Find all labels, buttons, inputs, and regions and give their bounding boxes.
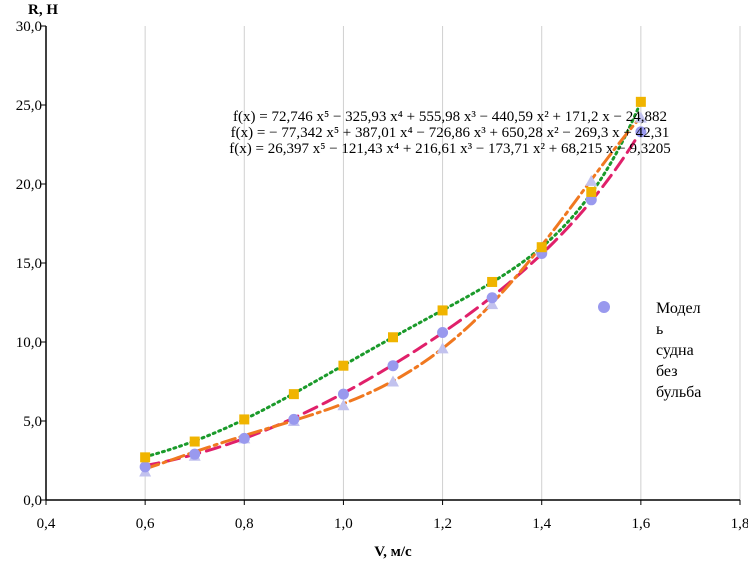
data-markers bbox=[139, 96, 647, 477]
series-2-point bbox=[585, 194, 597, 206]
series-2-point bbox=[387, 360, 399, 372]
x-tick-label: 1,0 bbox=[334, 516, 353, 532]
series-2-point bbox=[288, 413, 300, 425]
x-tick-label: 1,4 bbox=[532, 516, 551, 532]
series-1-point bbox=[388, 332, 398, 343]
legend-label: без bbox=[656, 363, 678, 380]
series-1-point bbox=[437, 305, 448, 316]
gridlines bbox=[144, 26, 741, 500]
legend-label: ь bbox=[656, 321, 663, 338]
series-1-point bbox=[487, 276, 498, 287]
series-1-point bbox=[189, 436, 200, 447]
legend-label: судна bbox=[656, 342, 694, 359]
series-3-point bbox=[387, 375, 399, 387]
y-tick-label: 5,0 bbox=[23, 414, 42, 430]
trend-equations: f(x) = 72,746 x⁵ − 325,93 x⁴ + 555,98 x³… bbox=[229, 109, 670, 157]
x-tick-label: 1,6 bbox=[631, 516, 650, 532]
series-3-point bbox=[436, 342, 449, 354]
tick-labels: 0,4 0,6 0,8 1,0 1,2 1,4 1,6 1,8 0,0 5,0 10,0 15,0 20… bbox=[16, 19, 748, 532]
x-tick-label: 0,6 bbox=[136, 516, 155, 532]
series-1-point bbox=[536, 242, 547, 253]
x-tick-label: 1,2 bbox=[433, 516, 452, 532]
series-1-point bbox=[239, 414, 250, 425]
series-3-point bbox=[486, 298, 499, 310]
legend-marker bbox=[598, 301, 610, 313]
series-1-point bbox=[586, 186, 597, 197]
y-tick-label: 20,0 bbox=[16, 177, 42, 193]
legend: Модел ь судна без бульба bbox=[598, 300, 701, 401]
series-2-point bbox=[189, 448, 201, 460]
equation-3: f(x) = 26,397 x⁵ − 121,43 x⁴ + 216,61 x³… bbox=[229, 141, 670, 157]
trendline-series-2 bbox=[143, 129, 643, 468]
y-tick-label: 15,0 bbox=[16, 256, 42, 272]
equation-1: f(x) = 72,746 x⁵ − 325,93 x⁴ + 555,98 x³… bbox=[233, 109, 667, 125]
x-axis-title: V, м/с bbox=[374, 544, 412, 560]
trendline-series-3 bbox=[143, 115, 643, 471]
y-tick-label: 0,0 bbox=[23, 493, 42, 509]
y-tick-label: 30,0 bbox=[16, 19, 42, 35]
series-1-point bbox=[140, 452, 151, 463]
series-2-point bbox=[486, 292, 498, 304]
equation-2: f(x) = − 77,342 x⁵ + 387,01 x⁴ − 726,86 … bbox=[231, 125, 670, 141]
series-2-point bbox=[238, 432, 250, 444]
x-tick-label: 0,8 bbox=[235, 516, 254, 532]
series-2-point bbox=[337, 388, 349, 400]
y-axis-title: R, Н bbox=[28, 2, 58, 18]
x-tick-label: 1,8 bbox=[731, 516, 748, 532]
x-tick-label: 0,4 bbox=[37, 516, 56, 532]
y-tick-label: 25,0 bbox=[16, 98, 42, 114]
series-3-point bbox=[337, 399, 350, 411]
series-1-point bbox=[338, 360, 349, 371]
legend-label: Модел bbox=[656, 300, 701, 317]
series-3-point bbox=[634, 111, 647, 123]
legend-label: бульба bbox=[656, 384, 701, 401]
series-2-point bbox=[635, 126, 647, 138]
series-2-point bbox=[437, 327, 449, 339]
series-3-point bbox=[585, 174, 598, 186]
series-2-point bbox=[139, 461, 151, 473]
y-tick-label: 10,0 bbox=[16, 335, 42, 351]
series-1-point bbox=[635, 96, 646, 107]
series-1-point bbox=[288, 389, 299, 400]
